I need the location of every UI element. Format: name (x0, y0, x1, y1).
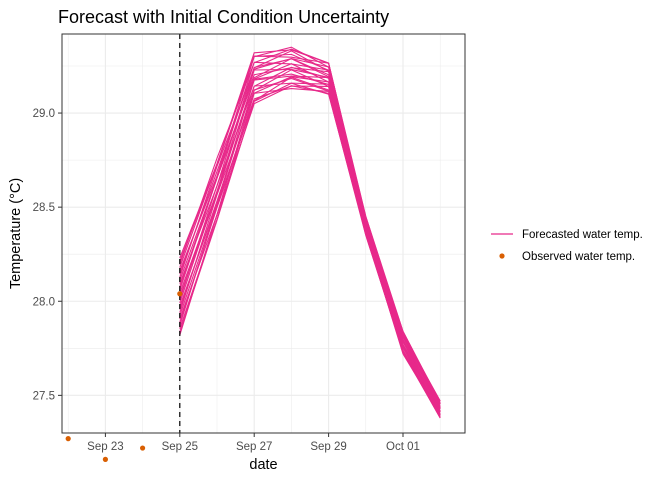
y-tick-label: 29.0 (33, 108, 55, 120)
observed-point (102, 456, 108, 462)
legend: Forecasted water temp. Observed water te… (491, 229, 643, 263)
y-axis-title: Temperature (°C) (8, 178, 24, 289)
x-tick-label: Sep 23 (87, 441, 123, 453)
x-tick-label: Sep 29 (310, 441, 346, 453)
x-axis: Sep 23 Sep 25 Sep 27 Sep 29 Oct 01 (87, 433, 420, 453)
x-tick-label: Sep 25 (162, 441, 198, 453)
grid-lines (62, 34, 465, 433)
y-tick-label: 27.5 (33, 390, 55, 402)
panel-border (61, 33, 466, 434)
x-tick-label: Oct 01 (386, 441, 420, 453)
plot-area (61, 33, 466, 462)
observed-point (140, 445, 146, 451)
forecast-line (179, 49, 441, 402)
legend-forecast-label: Forecasted water temp. (522, 229, 643, 241)
x-axis-title: date (249, 457, 277, 473)
x-tick-label: Sep 27 (236, 441, 272, 453)
observed-point (65, 436, 71, 442)
forecast-line (179, 82, 441, 413)
forecast-line (179, 68, 441, 409)
forecast-ensemble (179, 46, 441, 419)
y-tick-label: 28.0 (33, 296, 55, 308)
observed-point (177, 291, 183, 297)
forecast-line (179, 88, 441, 416)
y-tick-label: 28.5 (33, 202, 55, 214)
legend-observed-label: Observed water temp. (522, 251, 635, 263)
chart-title: Forecast with Initial Condition Uncertai… (58, 7, 389, 27)
observed-points (65, 291, 183, 462)
forecast-line (179, 61, 441, 405)
y-axis: 27.5 28.0 28.5 29.0 (33, 108, 62, 402)
legend-observed-key (499, 253, 505, 259)
